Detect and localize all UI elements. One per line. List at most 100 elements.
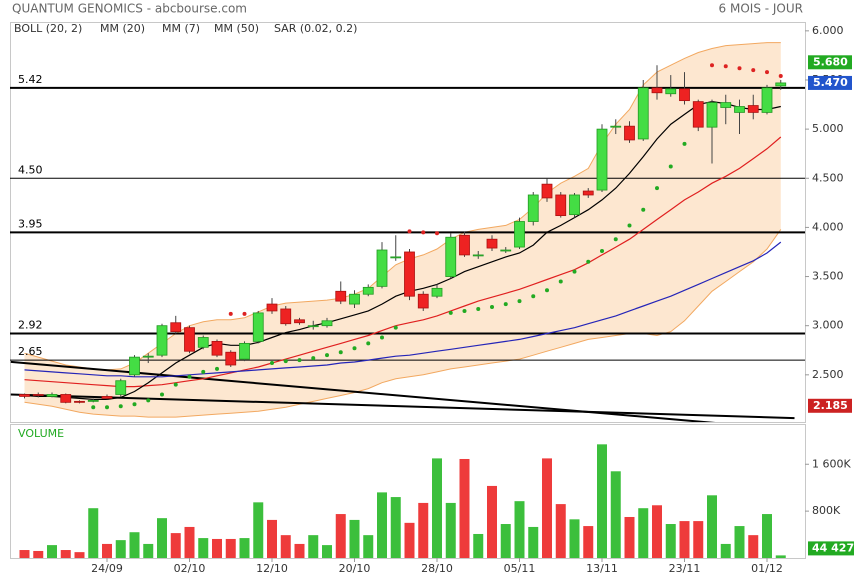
volume-bar xyxy=(253,502,264,558)
chart-subtitle: 6 MOIS - JOUR xyxy=(719,2,803,16)
volume-bar xyxy=(47,545,57,558)
x-tick-label: 20/10 xyxy=(339,562,371,575)
candle-body xyxy=(665,88,677,95)
volume-badge-label: 44 427 xyxy=(812,541,854,554)
volume-bar xyxy=(294,543,305,558)
volume-bar xyxy=(487,485,497,558)
sar-dot xyxy=(91,405,96,410)
sar-dot xyxy=(710,63,714,68)
moving-average xyxy=(24,136,782,388)
price-panel xyxy=(10,22,806,423)
bollinger-band xyxy=(24,42,781,418)
sar-dot xyxy=(407,229,412,234)
sar-dot xyxy=(613,237,618,242)
volume-bar xyxy=(542,458,552,558)
volume-bar xyxy=(679,521,690,558)
level-label: 2.65 xyxy=(18,345,43,358)
volume-bar xyxy=(720,543,731,558)
candle-body xyxy=(307,325,319,328)
candle-body xyxy=(294,319,305,324)
candle-body xyxy=(569,194,580,216)
price-badge xyxy=(808,75,852,90)
candle-body xyxy=(362,286,374,295)
candle-body xyxy=(390,256,402,259)
volume-bar xyxy=(445,502,456,558)
candle-body xyxy=(349,293,360,305)
sar-dot xyxy=(517,299,522,304)
sar-dot xyxy=(778,74,783,79)
volume-bar xyxy=(239,538,250,558)
candle-body xyxy=(472,254,484,257)
candle-body xyxy=(156,325,168,356)
candle-body xyxy=(775,82,787,87)
volume-bar xyxy=(143,543,154,558)
sar-dot xyxy=(545,288,549,293)
volume-bar xyxy=(459,458,470,558)
volume-bar xyxy=(693,521,704,558)
volume-bar xyxy=(33,550,44,558)
candle-body xyxy=(651,87,663,94)
candle-body xyxy=(624,125,635,141)
volume-bar xyxy=(19,550,30,558)
sar-dot xyxy=(173,382,178,387)
sar-dot xyxy=(655,186,659,191)
volume-badge xyxy=(808,541,854,556)
level-label: 3.95 xyxy=(18,217,43,230)
sar-dot xyxy=(215,366,219,371)
volume-bar xyxy=(734,526,745,558)
candle-body xyxy=(266,303,278,312)
sar-dot xyxy=(448,310,453,315)
sar-dot xyxy=(572,269,577,274)
sar-dot xyxy=(627,223,632,228)
volume-bar xyxy=(624,516,635,558)
sar-dot xyxy=(201,369,206,374)
volume-bar xyxy=(665,524,676,558)
candle-body xyxy=(582,190,594,196)
volume-panel xyxy=(10,424,806,559)
bollinger-upper xyxy=(24,42,781,371)
volume-bar xyxy=(583,526,594,558)
candle-body xyxy=(87,399,99,402)
level-label: 2.92 xyxy=(18,319,43,332)
sar-dot xyxy=(270,361,274,366)
candle-body xyxy=(115,380,127,395)
moving-average xyxy=(24,100,781,400)
price-badge xyxy=(808,398,852,413)
volume-bar xyxy=(60,550,71,558)
candle-body xyxy=(184,327,195,352)
candle-body xyxy=(747,105,759,113)
candle-body xyxy=(417,293,429,309)
candle-body xyxy=(679,88,690,102)
candle-body xyxy=(637,87,649,140)
price-plot xyxy=(10,42,805,422)
sar-dot xyxy=(311,356,316,361)
sar-dot xyxy=(435,231,439,236)
volume-bar xyxy=(225,538,236,558)
x-tick-label: 28/10 xyxy=(421,562,453,575)
sar-dot xyxy=(242,311,247,316)
sar-dot xyxy=(325,353,329,358)
volume-bar xyxy=(170,533,181,558)
volume-bar xyxy=(652,505,662,558)
volume-bar xyxy=(569,519,580,558)
candle-body xyxy=(500,249,512,252)
volume-bar xyxy=(129,532,140,558)
candle-body xyxy=(761,87,773,113)
volume-bar xyxy=(514,501,525,558)
sar-dot xyxy=(146,398,151,403)
sar-dot xyxy=(393,325,398,330)
candle-body xyxy=(527,194,539,222)
candle-body xyxy=(225,351,237,366)
volume-bar xyxy=(198,538,209,558)
candle-body xyxy=(142,355,154,358)
volume-bar xyxy=(638,508,649,558)
x-tick-label: 24/09 xyxy=(91,562,123,575)
sar-dot xyxy=(751,68,756,73)
sar-dot xyxy=(682,141,687,146)
volume-bar xyxy=(390,497,401,558)
candle-body xyxy=(60,394,72,403)
candle-body xyxy=(404,251,415,297)
volume-bar xyxy=(555,504,566,558)
volume-bar xyxy=(212,538,222,558)
